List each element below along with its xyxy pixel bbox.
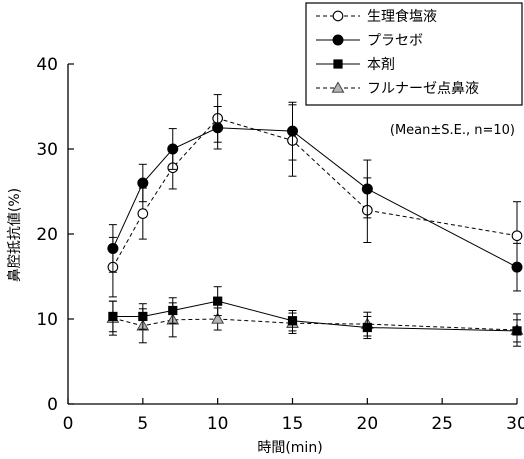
legend-marker	[331, 81, 345, 93]
data-point	[137, 208, 149, 219]
data-point	[108, 311, 118, 322]
y-tick-label: 10	[36, 310, 58, 330]
x-axis-label: 時間(min)	[257, 440, 322, 456]
data-point	[138, 311, 148, 322]
x-tick-label: 15	[282, 414, 304, 434]
series-3	[108, 286, 522, 343]
x-tick-label: 0	[63, 414, 74, 434]
data-point	[137, 177, 149, 189]
legend-marker	[332, 34, 344, 46]
legend-marker	[333, 59, 343, 69]
legend-label: 本剤	[367, 57, 395, 73]
data-point	[512, 326, 522, 336]
x-tick-label: 25	[431, 414, 453, 434]
legend-box	[305, 2, 523, 106]
series-2	[107, 101, 523, 292]
chart-annotation: (Mean±S.E., n=10)	[390, 123, 515, 138]
data-point	[511, 230, 523, 242]
series-line	[112, 117, 518, 268]
y-tick-label: 0	[47, 395, 58, 415]
data-point	[213, 296, 223, 306]
data-point	[511, 261, 523, 273]
data-point	[211, 312, 225, 324]
x-tick-label: 5	[137, 414, 148, 434]
y-tick-label: 20	[36, 225, 58, 245]
data-point	[168, 305, 178, 316]
legend-label: 生理食塩液	[367, 8, 437, 25]
y-axis-label: 鼻腔抵抗値(%)	[6, 188, 23, 282]
data-point	[287, 316, 298, 326]
x-tick-label: 30	[506, 414, 524, 434]
x-tick-label: 10	[207, 414, 229, 434]
y-tick-label: 40	[36, 55, 58, 75]
legend-label: フルナーゼ点鼻液	[367, 80, 479, 97]
plot-frame: 0 10 20 30 40 0 5 10 15 20 25 30	[36, 55, 524, 434]
x-tick-label: 20	[357, 414, 379, 434]
legend-label: プラセボ	[367, 33, 423, 49]
data-point	[167, 143, 179, 155]
data-point	[287, 125, 298, 137]
legend-marker	[332, 10, 344, 22]
data-point	[361, 183, 373, 195]
series-layer	[106, 94, 524, 347]
data-point	[212, 122, 224, 134]
data-point	[107, 242, 119, 254]
y-tick-label: 30	[36, 140, 58, 160]
data-point	[362, 322, 372, 333]
